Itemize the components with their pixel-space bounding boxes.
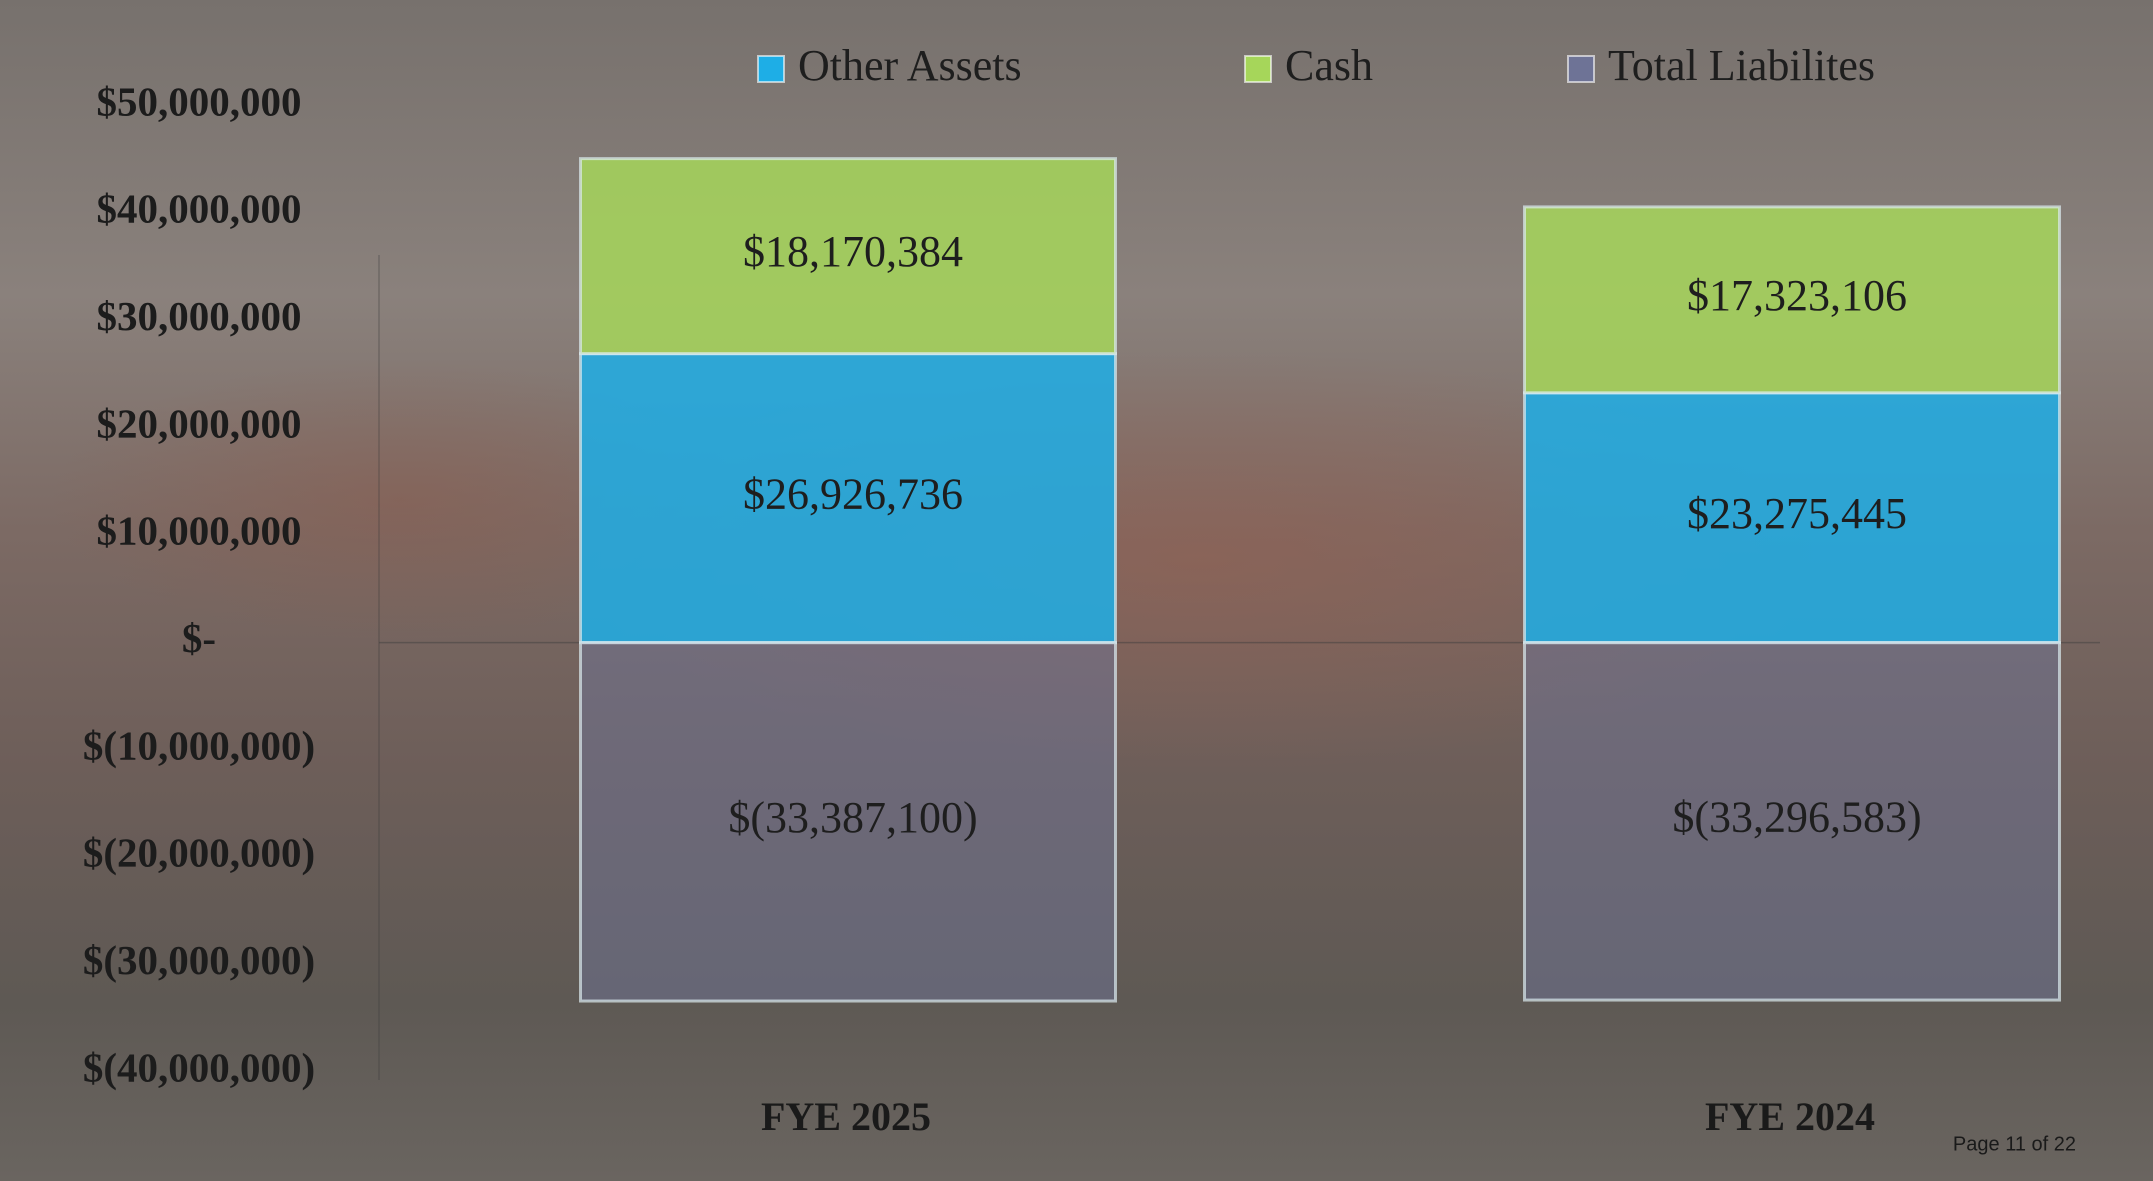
legend-label: Cash [1285,41,1373,90]
y-tick-label: $(10,000,000) [83,722,315,768]
y-tick-label: $- [182,615,216,661]
x-tick-label: FYE 2025 [761,1094,931,1139]
value-label: $23,275,445 [1687,489,1907,538]
chart: Page 11 of 22 $(40,000,000) $(30,000,000)… [0,0,2153,1181]
y-tick-label: $(30,000,000) [83,937,315,983]
legend-swatch [1568,56,1594,82]
page-label: Page 11 of 22 [1953,1133,2076,1155]
y-tick-label: $50,000,000 [97,78,302,124]
page: Page 11 of 22 $(40,000,000) $(30,000,000)… [0,0,2153,1181]
y-tick-label: $40,000,000 [97,186,302,232]
y-tick-label: $10,000,000 [97,508,302,554]
value-label: $18,170,384 [743,227,963,276]
value-label: $(33,387,100) [728,793,977,842]
y-tick-label: $30,000,000 [97,293,302,339]
value-label: $26,926,736 [743,469,963,518]
y-tick-label: $(40,000,000) [83,1044,315,1090]
legend-label: Other Assets [798,41,1022,90]
y-tick-label: $20,000,000 [97,400,302,446]
value-label: $(33,296,583) [1672,792,1921,841]
legend-swatch [1245,56,1271,82]
legend-swatch [758,56,784,82]
x-tick-label: FYE 2024 [1705,1094,1875,1139]
legend-label: Total Liabilites [1608,41,1875,90]
y-tick-label: $(20,000,000) [83,830,315,876]
value-label: $17,323,106 [1687,271,1907,320]
